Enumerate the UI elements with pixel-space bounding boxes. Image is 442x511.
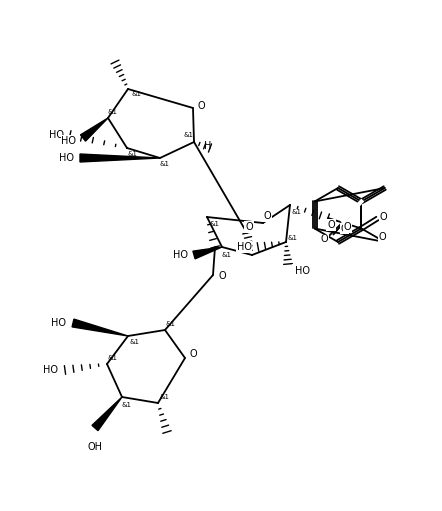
Text: O: O xyxy=(341,223,348,234)
Text: HO: HO xyxy=(58,153,73,163)
Text: O: O xyxy=(343,222,351,233)
Text: &1: &1 xyxy=(129,339,139,345)
Polygon shape xyxy=(193,247,222,259)
Text: OH: OH xyxy=(88,442,103,452)
Text: &1: &1 xyxy=(222,252,232,258)
Text: HO: HO xyxy=(61,136,76,146)
Polygon shape xyxy=(92,397,122,431)
Text: HO: HO xyxy=(49,130,64,140)
Text: O: O xyxy=(327,220,335,230)
Text: &1: &1 xyxy=(165,321,175,327)
Text: &1: &1 xyxy=(121,402,131,408)
Text: HO: HO xyxy=(43,365,58,375)
Text: &1: &1 xyxy=(127,151,137,157)
Text: &1: &1 xyxy=(159,394,169,400)
Text: O: O xyxy=(197,101,205,111)
Text: O: O xyxy=(320,235,328,244)
Polygon shape xyxy=(80,154,160,162)
Text: O: O xyxy=(379,232,387,242)
Text: O: O xyxy=(245,222,253,232)
Text: &1: &1 xyxy=(183,132,193,138)
Text: &1: &1 xyxy=(291,209,301,215)
Text: &1: &1 xyxy=(108,109,118,115)
Polygon shape xyxy=(80,118,108,141)
Text: H: H xyxy=(204,141,212,151)
Text: HO: HO xyxy=(52,318,66,328)
Text: HO: HO xyxy=(236,242,251,252)
Text: &1: &1 xyxy=(160,161,170,167)
Text: O: O xyxy=(263,211,271,221)
Polygon shape xyxy=(72,319,128,336)
Text: O: O xyxy=(380,212,387,221)
Text: O: O xyxy=(218,271,226,281)
Text: HO: HO xyxy=(172,250,187,260)
Text: &1: &1 xyxy=(131,91,141,97)
Text: &1: &1 xyxy=(209,221,219,227)
Text: &1: &1 xyxy=(288,235,298,241)
Text: HO: HO xyxy=(294,266,309,276)
Text: &1: &1 xyxy=(108,355,118,361)
Text: HO: HO xyxy=(293,265,308,275)
Text: O: O xyxy=(189,349,197,359)
Text: &1: &1 xyxy=(242,242,252,248)
